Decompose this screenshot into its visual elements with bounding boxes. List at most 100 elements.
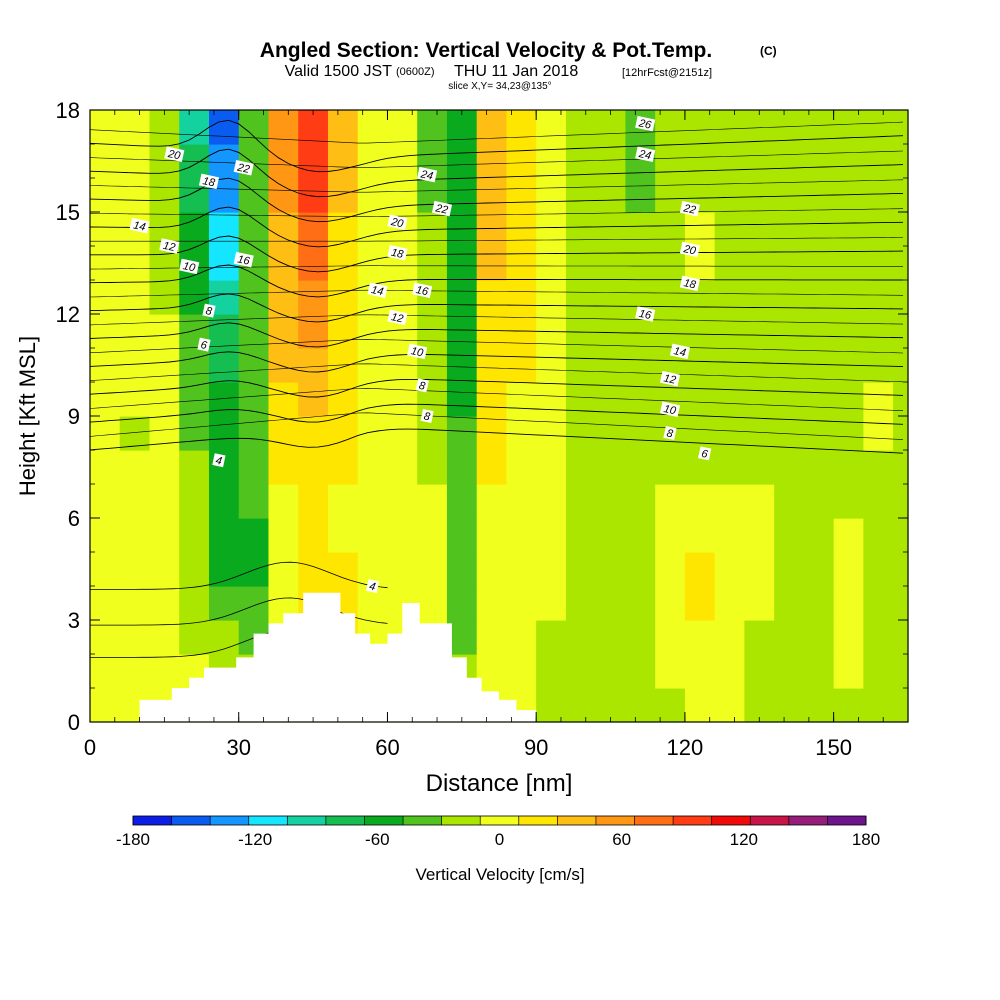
potential-temperature-isolines [89, 119, 904, 658]
velocity-cell [565, 654, 597, 689]
velocity-cell [863, 654, 894, 689]
velocity-cell [536, 484, 567, 519]
velocity-cell [744, 688, 775, 723]
velocity-cell [90, 246, 121, 281]
velocity-cell [446, 620, 478, 655]
velocity-cell [863, 178, 894, 213]
velocity-cell [684, 620, 716, 655]
velocity-cell [476, 586, 508, 621]
zulu-time-text: (0600Z) [396, 66, 435, 78]
velocity-cell [446, 416, 478, 451]
velocity-cell [744, 382, 775, 417]
velocity-cell [357, 314, 389, 349]
velocity-cell [625, 348, 656, 383]
velocity-cell [149, 586, 180, 621]
velocity-cell [863, 212, 894, 247]
velocity-cell [714, 212, 745, 247]
velocity-cell [327, 450, 359, 485]
velocity-cell [803, 416, 835, 451]
isoline-label-box [663, 425, 677, 441]
velocity-cell [387, 382, 418, 417]
velocity-cell [298, 280, 329, 315]
velocity-cell [595, 110, 627, 145]
velocity-cell [90, 314, 121, 349]
y-tick-label: 15 [56, 200, 80, 225]
velocity-cell [90, 450, 121, 485]
isoline-label-text: 10 [410, 345, 425, 359]
velocity-cell [476, 212, 508, 247]
velocity-cell [536, 280, 567, 315]
isoline-label-box [659, 370, 681, 387]
velocity-cell [506, 586, 537, 621]
velocity-cell [684, 552, 716, 587]
velocity-cell [803, 518, 835, 553]
isoline-label: 22 [431, 200, 453, 217]
velocity-cell [595, 382, 627, 417]
velocity-cell [298, 450, 329, 485]
velocity-cell [179, 586, 210, 621]
theta-isoline-minor [89, 121, 904, 144]
isoline-label-box [659, 401, 681, 417]
velocity-cell [655, 654, 686, 689]
velocity-cell [565, 518, 597, 553]
velocity-cell [387, 280, 418, 315]
theta-isoline [89, 351, 904, 373]
isoline-label: 4 [212, 453, 226, 468]
velocity-cell [179, 484, 210, 519]
colorbar-label: Vertical Velocity [cm/s] [415, 865, 584, 884]
velocity-cell [893, 552, 909, 587]
isoline-label-text: 26 [637, 117, 653, 132]
velocity-cell [446, 518, 478, 553]
velocity-cell [298, 144, 329, 179]
isoline-label: 6 [197, 337, 211, 352]
colorbar-swatch [441, 816, 481, 825]
velocity-cell [208, 586, 240, 621]
velocity-cell [655, 212, 686, 247]
colorbar-frame [132, 815, 867, 826]
isoline-label: 18 [679, 275, 700, 292]
velocity-cell [803, 484, 835, 519]
velocity-cell [536, 450, 567, 485]
velocity-cell [625, 518, 656, 553]
velocity-cell [744, 144, 775, 179]
velocity-cell [238, 416, 270, 451]
velocity-cell [357, 518, 389, 553]
velocity-cell [476, 314, 508, 349]
velocity-cell [238, 484, 270, 519]
velocity-cell [714, 246, 745, 281]
isoline-label: 14 [367, 282, 388, 298]
colorbar-tick-label: 180 [852, 830, 880, 849]
isoline-label-text: 14 [132, 219, 146, 233]
colorbar-swatch [750, 816, 790, 825]
velocity-cell [744, 654, 775, 689]
axis-ticks: 0 30 60 90 120 150 0 3 6 9 12 15 18 [56, 98, 909, 760]
isoline-label-text: 12 [663, 372, 677, 386]
velocity-cell [893, 178, 909, 213]
velocity-cell [714, 280, 745, 315]
velocity-cell [863, 416, 894, 451]
isoline-label-box [367, 282, 388, 298]
isoline-label-text: 12 [162, 240, 176, 254]
velocity-cell [625, 620, 656, 655]
theta-isoline [89, 177, 904, 223]
velocity-cell [298, 484, 329, 519]
velocity-cell [119, 314, 151, 349]
velocity-cell [625, 654, 656, 689]
velocity-cell [90, 382, 121, 417]
velocity-cell [536, 620, 567, 655]
velocity-cell [179, 348, 210, 383]
velocity-cell [625, 212, 656, 247]
colorbar-swatch [287, 816, 327, 825]
velocity-cell [536, 654, 567, 689]
isoline-label-text: 20 [166, 148, 182, 163]
velocity-cell [595, 246, 627, 281]
velocity-cell [744, 246, 775, 281]
velocity-cell [476, 552, 508, 587]
velocity-cell [149, 280, 180, 315]
velocity-cell [476, 110, 508, 145]
velocity-cell [893, 586, 909, 621]
isoline-label-box [365, 578, 380, 594]
colorbar-swatch [364, 816, 404, 825]
velocity-cell [774, 212, 805, 247]
velocity-cell [506, 246, 537, 281]
